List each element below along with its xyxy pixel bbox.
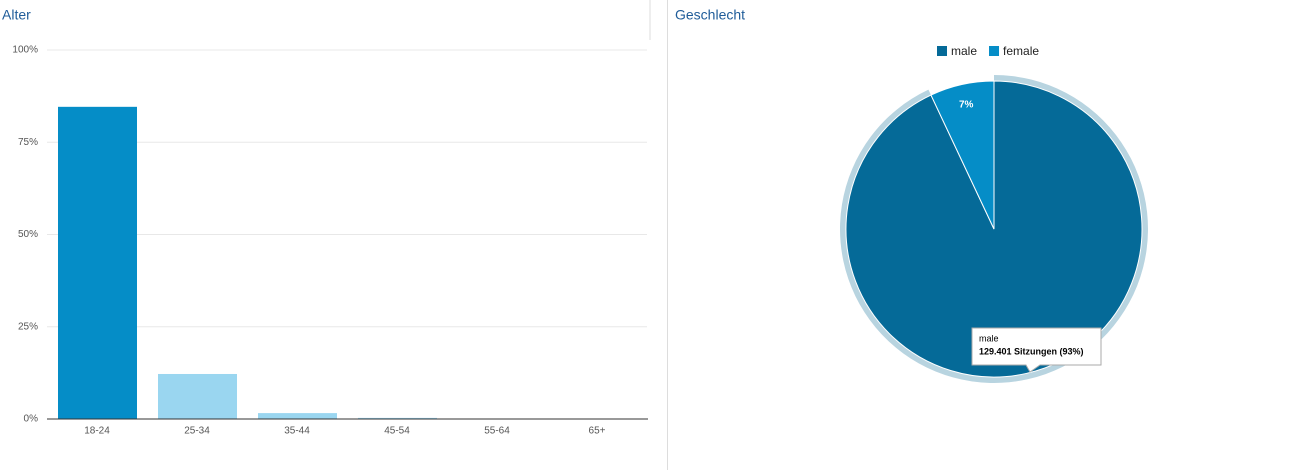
- x-tick-label: 18-24: [84, 426, 110, 437]
- chart-title: Geschlecht: [675, 7, 745, 23]
- y-tick-label: 25%: [18, 321, 38, 332]
- y-tick-label: 100%: [12, 45, 38, 56]
- x-tick-label: 55-64: [484, 426, 510, 437]
- y-tick-label: 75%: [18, 137, 38, 148]
- x-tick-label: 35-44: [284, 426, 310, 437]
- y-tick-label: 0%: [24, 414, 39, 425]
- tooltip-text: 129.401 Sitzungen (93%): [979, 346, 1084, 356]
- value-label: 7%: [959, 99, 974, 110]
- legend-label: male: [951, 44, 977, 58]
- y-tick-label: 50%: [18, 229, 38, 240]
- tooltip-box: [971, 327, 1102, 373]
- bar: [158, 373, 237, 419]
- x-tick-label: 65+: [589, 426, 606, 437]
- legend-swatch: [937, 46, 947, 56]
- bar: [258, 413, 337, 419]
- tooltip-title: male: [979, 333, 999, 343]
- x-tick-label: 45-54: [384, 426, 410, 437]
- bar: [58, 106, 137, 420]
- pie-slice: [930, 80, 995, 230]
- chart-title: Alter: [2, 7, 31, 23]
- x-tick-label: 25-34: [184, 426, 210, 437]
- legend-label: female: [1003, 44, 1039, 58]
- legend-swatch: [989, 46, 1000, 56]
- bar: [358, 417, 437, 419]
